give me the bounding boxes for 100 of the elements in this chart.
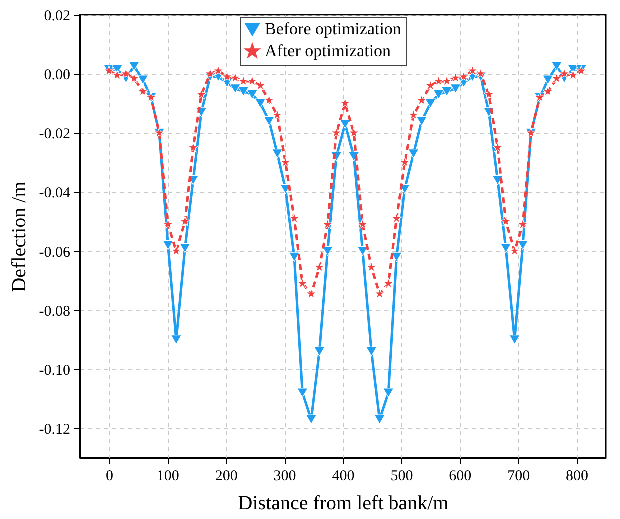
x-tick-label: 300 bbox=[274, 468, 296, 484]
y-tick-label: 0.02 bbox=[44, 8, 70, 24]
y-tick-label: -0.06 bbox=[39, 244, 71, 261]
x-tick-label: 800 bbox=[566, 468, 589, 484]
point bbox=[205, 68, 216, 79]
y-tick-label: -0.08 bbox=[39, 304, 70, 320]
point bbox=[297, 388, 308, 398]
point bbox=[425, 98, 436, 108]
point bbox=[416, 95, 428, 106]
point bbox=[374, 414, 386, 424]
point bbox=[306, 288, 317, 299]
point bbox=[272, 148, 284, 159]
point bbox=[230, 72, 241, 83]
point bbox=[366, 262, 377, 272]
point bbox=[517, 240, 529, 250]
point bbox=[509, 335, 520, 345]
point bbox=[358, 219, 368, 230]
point bbox=[568, 70, 579, 80]
x-tick-label: 0 bbox=[106, 468, 114, 484]
y-tick-label: -0.02 bbox=[39, 126, 70, 143]
point bbox=[374, 288, 386, 299]
x-tick-label: 400 bbox=[332, 468, 355, 484]
y-tick-label: 0.00 bbox=[44, 68, 70, 84]
x-tick-label: 200 bbox=[215, 468, 238, 484]
point bbox=[112, 70, 123, 80]
point bbox=[188, 142, 199, 152]
point bbox=[322, 219, 334, 230]
point bbox=[128, 62, 140, 72]
point bbox=[213, 66, 224, 76]
point bbox=[434, 76, 444, 86]
point bbox=[255, 80, 266, 90]
x-tick-label: 500 bbox=[390, 468, 414, 484]
point bbox=[500, 243, 512, 254]
point bbox=[238, 86, 250, 97]
point bbox=[340, 119, 351, 130]
point bbox=[247, 76, 258, 86]
point bbox=[542, 86, 554, 96]
point bbox=[289, 213, 300, 224]
point bbox=[120, 68, 132, 79]
point bbox=[542, 75, 554, 85]
point bbox=[138, 86, 148, 96]
point bbox=[348, 128, 360, 138]
point bbox=[230, 84, 242, 94]
point bbox=[492, 176, 504, 186]
point bbox=[331, 128, 342, 138]
point bbox=[400, 157, 410, 168]
point bbox=[340, 98, 351, 108]
point bbox=[416, 116, 428, 126]
point bbox=[314, 346, 326, 357]
point bbox=[288, 252, 300, 262]
legend-label: Before optimization bbox=[265, 20, 402, 38]
point bbox=[170, 335, 182, 345]
point bbox=[518, 219, 528, 230]
point bbox=[138, 75, 149, 85]
point bbox=[441, 86, 453, 97]
point bbox=[180, 243, 191, 254]
point bbox=[433, 90, 444, 100]
point bbox=[129, 73, 140, 84]
point bbox=[162, 219, 174, 230]
x-tick-label: 100 bbox=[156, 468, 180, 484]
legend-label: After optimization bbox=[265, 42, 392, 60]
point bbox=[264, 95, 275, 106]
point bbox=[255, 98, 266, 108]
point bbox=[264, 116, 275, 126]
point bbox=[180, 216, 190, 226]
point bbox=[492, 142, 504, 152]
point bbox=[500, 216, 512, 226]
y-axis-title: Deflection /m bbox=[8, 181, 30, 292]
point bbox=[272, 110, 283, 120]
y-tick-label: -0.10 bbox=[39, 362, 70, 379]
point bbox=[306, 414, 317, 424]
point bbox=[162, 240, 174, 250]
y-tick-label: -0.12 bbox=[39, 422, 70, 438]
point bbox=[408, 148, 420, 159]
point bbox=[510, 246, 520, 256]
x-axis-title: Distance from left bank/m bbox=[238, 492, 450, 514]
point bbox=[484, 89, 494, 100]
point bbox=[222, 71, 233, 82]
point bbox=[383, 388, 394, 398]
point bbox=[196, 89, 207, 100]
point bbox=[425, 80, 436, 90]
point bbox=[458, 71, 470, 82]
point bbox=[467, 66, 478, 76]
point bbox=[476, 68, 486, 79]
point bbox=[238, 76, 249, 86]
point bbox=[551, 62, 562, 72]
point bbox=[552, 73, 562, 84]
point bbox=[391, 252, 402, 262]
point bbox=[442, 76, 452, 86]
point bbox=[391, 213, 402, 224]
x-tick-label: 700 bbox=[508, 468, 530, 484]
x-tick-label: 600 bbox=[449, 468, 472, 484]
point bbox=[314, 262, 325, 272]
point bbox=[450, 72, 462, 83]
point bbox=[408, 110, 419, 120]
y-tick-label: -0.04 bbox=[39, 186, 71, 202]
point bbox=[246, 90, 258, 100]
point bbox=[297, 278, 308, 288]
point bbox=[559, 68, 570, 79]
point bbox=[280, 157, 292, 168]
